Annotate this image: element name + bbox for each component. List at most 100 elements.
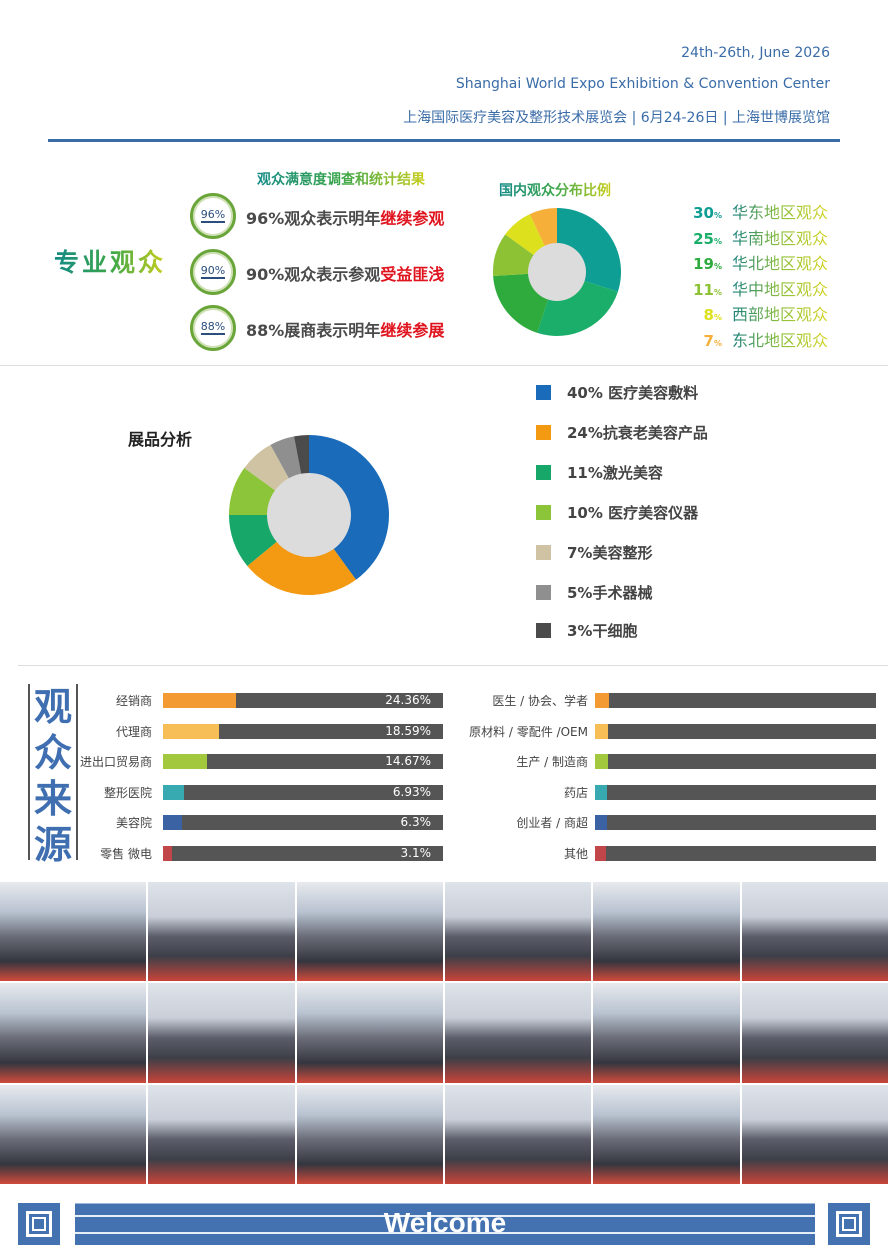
bar-fill: [595, 815, 607, 830]
source-label: 生产 / 制造商: [516, 755, 588, 769]
legend-label: 40% 医疗美容敷料: [567, 384, 699, 402]
region-pct-value: 25: [693, 229, 714, 248]
bar-fill: [595, 784, 608, 800]
source-bar: [595, 693, 876, 708]
header-divider: [48, 139, 840, 142]
survey-stat: 88%展商表示明年继续参展: [246, 317, 444, 341]
source-label: 其他: [563, 846, 588, 861]
exhibit-legend-item: 7%美容整形: [536, 542, 652, 563]
bar-fill: [163, 723, 219, 739]
survey-stat: 96%观众表示明年继续参观: [246, 205, 444, 229]
welcome-banner: Welcome: [75, 1203, 815, 1245]
region-item: 7% 东北地区观众: [690, 327, 840, 351]
bar-value: 18.59%: [385, 723, 431, 738]
stat-text: 90%观众表示参观: [246, 265, 381, 284]
source-label: 经销商: [115, 694, 152, 708]
region-item: 19% 华北地区观众: [690, 250, 840, 274]
source-bar: 24.36%: [163, 693, 443, 708]
badge-circle: 90%: [190, 249, 236, 295]
exhibition-photo: [148, 983, 295, 1083]
region-item: 25% 华南地区观众: [690, 225, 840, 249]
legend-label: 11%激光美容: [567, 464, 663, 482]
source-bar: [595, 784, 876, 800]
exhibit-legend-item: 10% 医疗美容仪器: [536, 502, 698, 523]
bar-fill: [595, 723, 609, 739]
stat-text: 96%观众表示明年: [246, 209, 381, 228]
region-pct-value: 19: [693, 255, 714, 273]
donut-hole: [528, 243, 586, 301]
frame-square-icon: [18, 1203, 60, 1245]
region-pct: 11%: [690, 281, 722, 299]
bar-value: 6.3%: [400, 815, 432, 829]
source-label: 进出口贸易商: [79, 755, 152, 769]
exhibit-legend-item: 11%激光美容: [536, 462, 663, 483]
exhibition-photo: [593, 983, 740, 1083]
region-pct-unit: %: [713, 236, 722, 246]
region-name: 东北地区观众: [732, 327, 828, 351]
title-char: 观: [33, 685, 72, 729]
legend-label: 24%抗衰老美容产品: [567, 424, 708, 442]
title-char: 众: [33, 731, 72, 775]
section-divider: [0, 365, 888, 366]
badge-circle: 96%: [190, 193, 236, 239]
region-item: 8% 西部地区观众: [690, 301, 840, 325]
exhibit-legend-item: 5%手术器械: [536, 582, 652, 603]
exhibition-photo: [444, 983, 592, 1083]
source-bar: 6.93%: [163, 784, 443, 800]
stat-highlight: 受益匪浅: [380, 265, 445, 284]
bar-fill: [163, 693, 236, 708]
legend-label: 5%手术器械: [567, 584, 653, 602]
exhibit-legend-item: 40% 医疗美容敷料: [536, 382, 698, 403]
source-bar: [595, 815, 876, 830]
exhibition-photo: [296, 882, 443, 982]
exhibition-photo: [444, 1084, 592, 1184]
domestic-title: 国内观众分布比例: [499, 180, 611, 200]
event-venue: Shanghai World Expo Exhibition & Convent…: [455, 76, 830, 92]
legend-swatch: [536, 425, 551, 440]
section-divider: [18, 665, 888, 666]
region-pct: 30%: [690, 204, 722, 222]
bar-value: 3.1%: [400, 845, 432, 860]
source-bar: [595, 845, 876, 861]
exhibition-photo: [741, 882, 888, 982]
bar-value: 14.67%: [385, 754, 431, 768]
region-item: 30% 华东地区观众: [690, 199, 840, 223]
stat-highlight: 继续参观: [380, 209, 445, 228]
stat-text: 88%展商表示明年: [246, 321, 381, 340]
legend-swatch: [536, 385, 551, 400]
source-bar: 14.67%: [163, 754, 443, 769]
region-pct: 25%: [690, 230, 722, 248]
region-item: 11% 华中地区观众: [690, 276, 840, 300]
survey-stat: 90%观众表示参观受益匪浅: [246, 261, 444, 285]
source-label: 药店: [563, 785, 588, 800]
region-pct-unit: %: [713, 211, 722, 220]
exhibition-photo: [741, 983, 888, 1083]
legend-swatch: [536, 585, 551, 600]
region-pct: 7%: [690, 332, 722, 350]
exhibition-photo: [0, 1084, 147, 1184]
exhibit-legend-item: 3%干细胞: [536, 620, 637, 641]
region-pct-unit: %: [713, 338, 722, 348]
source-title-line: [28, 684, 30, 860]
badge-circle: 88%: [190, 305, 236, 351]
region-name: 西部地区观众: [732, 301, 828, 325]
source-bar: [595, 754, 876, 769]
exhibits-title: 展品分析: [128, 430, 193, 449]
bar-fill: [163, 815, 182, 830]
photo-gallery: [0, 882, 888, 1184]
region-pct-unit: %: [713, 313, 722, 322]
sources-title: 观众来源: [33, 684, 73, 868]
stat-highlight: 继续参展: [380, 321, 445, 340]
legend-swatch: [536, 505, 551, 520]
exhibition-photo: [0, 882, 147, 982]
exhibit-legend-item: 24%抗衰老美容产品: [536, 422, 708, 443]
source-bar: 3.1%: [163, 845, 443, 861]
source-bar: 6.3%: [163, 815, 443, 830]
legend-label: 10% 医疗美容仪器: [567, 504, 699, 522]
donut-hole: [267, 473, 351, 557]
exhibition-photo: [148, 882, 295, 982]
exhibition-photo: [741, 1084, 888, 1184]
badge-value: 96%: [200, 208, 226, 223]
source-label: 原材料 / 零配件 /OEM: [469, 724, 588, 739]
badge-value: 88%: [200, 320, 226, 335]
